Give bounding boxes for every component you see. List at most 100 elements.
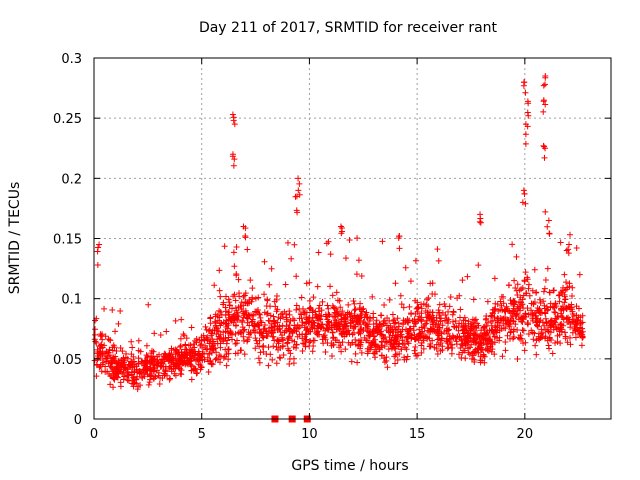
data-point — [533, 289, 540, 296]
data-point — [521, 347, 528, 354]
data-point — [398, 346, 405, 353]
data-point — [450, 308, 457, 315]
data-point — [392, 280, 399, 287]
data-point — [196, 355, 203, 362]
data-point — [567, 334, 574, 341]
data-point — [240, 333, 247, 340]
data-point — [374, 325, 381, 332]
data-point — [457, 306, 464, 313]
data-point — [209, 330, 216, 337]
data-point — [489, 309, 496, 316]
data-point — [270, 343, 277, 350]
data-point — [119, 371, 126, 378]
data-point — [522, 131, 529, 138]
data-point — [352, 341, 359, 348]
data-point — [139, 375, 146, 382]
data-point — [388, 336, 395, 343]
data-point — [542, 208, 549, 215]
data-point — [541, 154, 548, 161]
data-point — [522, 89, 529, 96]
data-point — [513, 253, 520, 260]
data-point — [256, 326, 263, 333]
data-point — [276, 354, 283, 361]
data-point — [525, 100, 532, 107]
data-point — [572, 334, 579, 341]
data-point — [436, 301, 443, 308]
data-point — [335, 311, 342, 318]
data-point — [273, 360, 280, 367]
data-point — [152, 373, 159, 380]
data-point — [462, 355, 469, 362]
data-point — [163, 372, 170, 379]
data-point — [304, 325, 311, 332]
data-point — [431, 291, 438, 298]
data-point — [252, 295, 259, 302]
data-point — [507, 320, 514, 327]
data-point — [538, 331, 545, 338]
data-point — [337, 342, 344, 349]
data-point — [531, 299, 538, 306]
data-point — [445, 327, 452, 334]
data-point — [333, 318, 340, 325]
data-point — [391, 324, 398, 331]
data-point — [561, 271, 568, 278]
data-point — [554, 338, 561, 345]
data-point — [213, 331, 220, 338]
data-point — [379, 339, 386, 346]
x-tick-labels: 0 5 10 15 20 — [90, 427, 533, 442]
data-point — [172, 365, 179, 372]
data-point — [120, 354, 127, 361]
data-point — [348, 320, 355, 327]
data-point — [438, 335, 445, 342]
data-point — [127, 363, 134, 370]
data-point — [276, 326, 283, 333]
data-point — [555, 292, 562, 299]
data-point — [107, 359, 114, 366]
data-point — [544, 223, 551, 230]
data-point — [453, 341, 460, 348]
data-point — [387, 340, 394, 347]
data-point — [172, 317, 179, 324]
data-point — [263, 311, 270, 318]
y-tick-label: 0 — [74, 413, 82, 428]
data-point — [391, 353, 398, 360]
data-point — [95, 354, 102, 361]
data-point — [396, 350, 403, 357]
data-point — [252, 335, 259, 342]
data-point — [514, 355, 521, 362]
data-point — [187, 361, 194, 368]
data-point — [372, 342, 379, 349]
data-point — [234, 313, 241, 320]
data-point — [370, 314, 377, 321]
data-point — [348, 358, 355, 365]
data-point — [230, 117, 237, 124]
data-point — [515, 334, 522, 341]
data-point — [97, 363, 104, 370]
data-point — [230, 162, 237, 169]
data-point — [177, 335, 184, 342]
data-point — [509, 241, 516, 248]
data-point — [299, 347, 306, 354]
data-point — [531, 310, 538, 317]
data-point — [340, 312, 347, 319]
data-point — [303, 280, 310, 287]
data-point — [261, 291, 268, 298]
data-point — [356, 305, 363, 312]
data-point — [465, 320, 472, 327]
data-point — [546, 334, 553, 341]
data-point — [264, 296, 271, 303]
data-point — [533, 337, 540, 344]
data-point — [566, 241, 573, 248]
data-point — [524, 320, 531, 327]
data-point — [317, 324, 324, 331]
data-point — [499, 353, 506, 360]
data-point — [283, 311, 290, 318]
data-point — [157, 331, 164, 338]
data-point — [500, 293, 507, 300]
data-point — [325, 318, 332, 325]
data-point — [310, 294, 317, 301]
data-point — [324, 326, 331, 333]
data-point — [357, 317, 364, 324]
data-point — [301, 310, 308, 317]
data-point — [395, 234, 402, 241]
